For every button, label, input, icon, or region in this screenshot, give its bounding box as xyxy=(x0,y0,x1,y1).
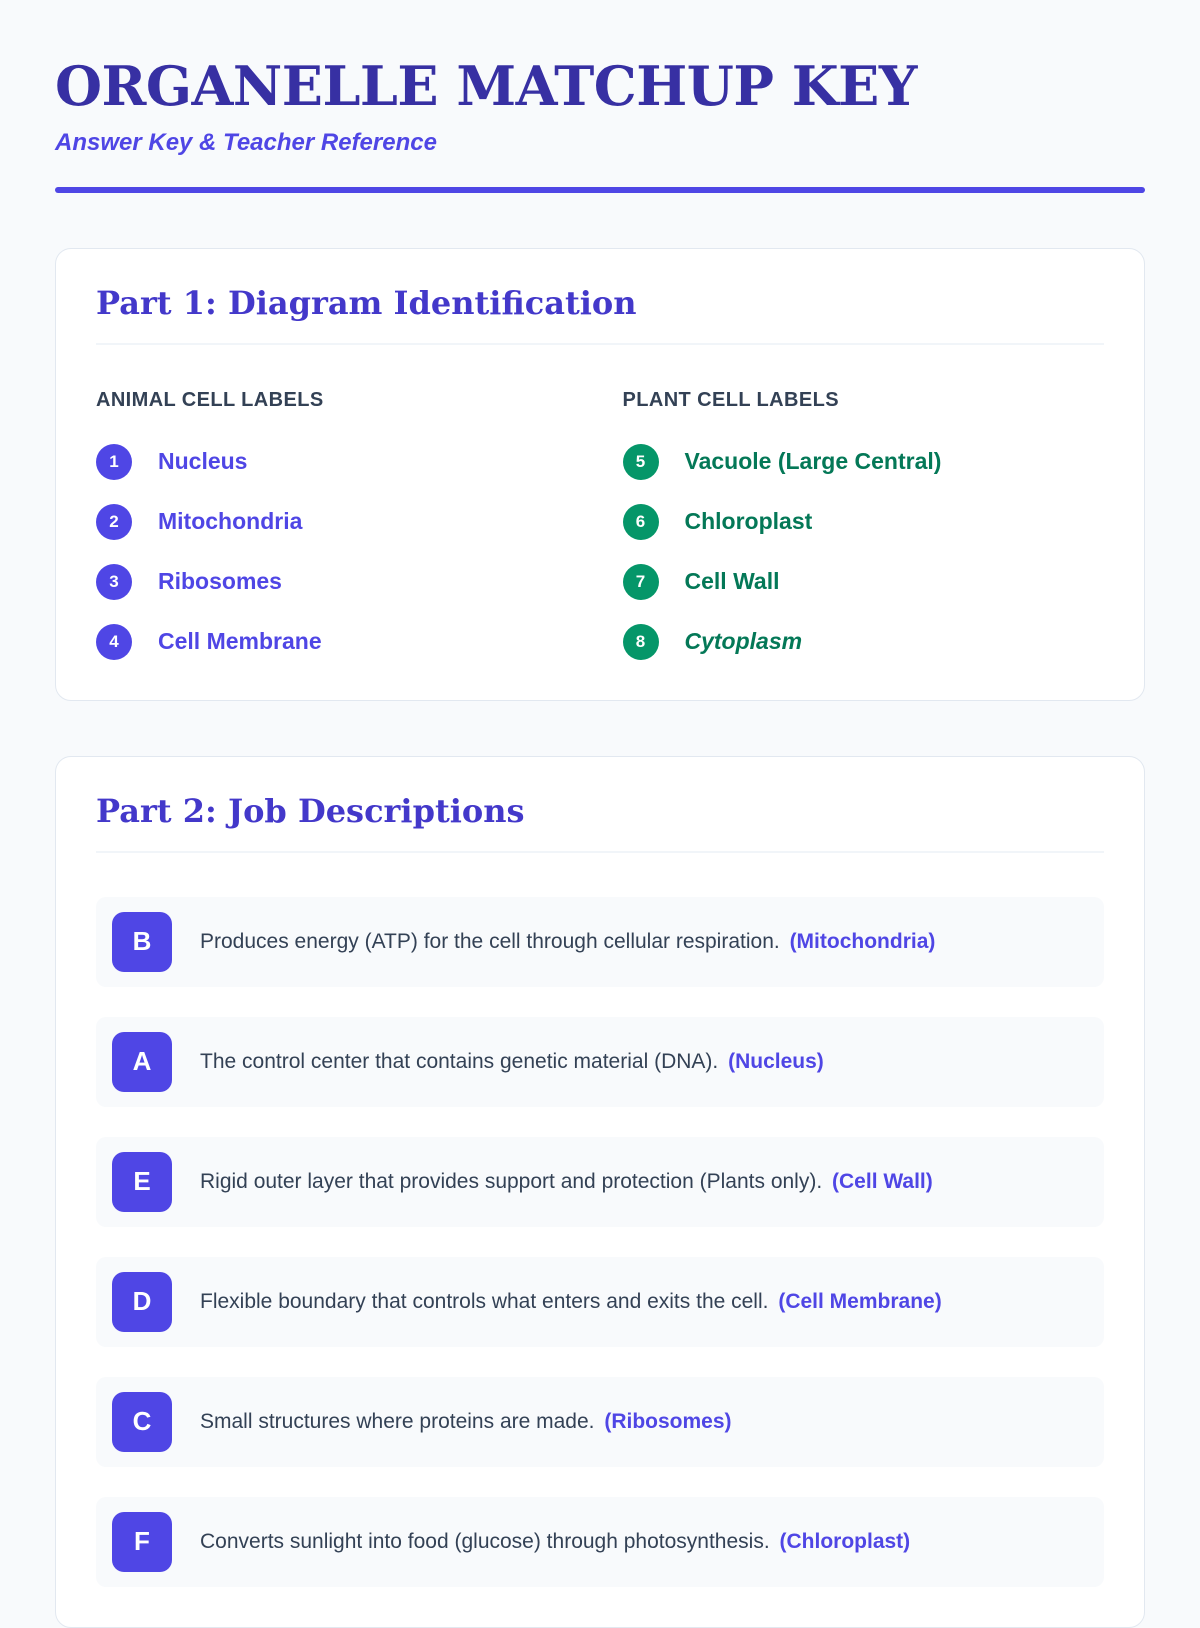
part1-columns: ANIMAL CELL LABELS 1 Nucleus 2 Mitochond… xyxy=(96,389,1104,660)
job-description-text: Converts sunlight into food (glucose) th… xyxy=(200,1527,910,1556)
part1-heading: Part 1: Diagram Identification xyxy=(96,283,637,322)
job-description-text: Small structures where proteins are made… xyxy=(200,1407,732,1436)
organelle-label: Nucleus xyxy=(158,448,248,475)
number-badge: 7 xyxy=(622,563,659,600)
organelle-label: Mitochondria xyxy=(158,508,303,535)
organelle-list-item: 4 Cell Membrane xyxy=(96,623,578,660)
number-badge: 6 xyxy=(622,503,659,540)
column-header: ANIMAL CELL LABELS xyxy=(96,388,324,411)
letter-badge: A xyxy=(112,1031,172,1092)
organelle-list-item: 2 Mitochondria xyxy=(96,503,578,540)
answer-label: (Cell Membrane) xyxy=(778,1289,942,1313)
description-sentence: The control center that contains genetic… xyxy=(200,1049,719,1073)
page-header: ORGANELLE MATCHUP KEY Answer Key & Teach… xyxy=(55,58,1145,193)
organelle-label: Chloroplast xyxy=(684,508,813,535)
organelle-list-item: 1 Nucleus xyxy=(96,443,578,480)
answer-label: (Chloroplast) xyxy=(779,1529,911,1553)
part2-divider xyxy=(96,850,1104,853)
number-badge: 1 xyxy=(96,443,132,480)
description-sentence: Produces energy (ATP) for the cell throu… xyxy=(200,929,780,953)
job-description-row: B Produces energy (ATP) for the cell thr… xyxy=(96,896,1104,987)
job-description-text: Rigid outer layer that provides support … xyxy=(200,1167,933,1196)
page-title: ORGANELLE MATCHUP KEY xyxy=(55,54,917,118)
part2-heading: Part 2: Job Descriptions xyxy=(96,791,525,830)
organelle-list-item: 7 Cell Wall xyxy=(622,563,1105,600)
organelle-label: Vacuole (Large Central) xyxy=(684,448,942,475)
part1-card: Part 1: Diagram Identification ANIMAL CE… xyxy=(55,247,1145,701)
job-description-row: C Small structures where proteins are ma… xyxy=(96,1376,1104,1467)
number-badge: 4 xyxy=(96,623,132,660)
organelle-list-item: 8 Cytoplasm xyxy=(622,623,1105,660)
answer-label: (Cell Wall) xyxy=(832,1169,933,1193)
description-sentence: Rigid outer layer that provides support … xyxy=(200,1169,823,1193)
description-sentence: Converts sunlight into food (glucose) th… xyxy=(200,1529,770,1553)
part2-card: Part 2: Job Descriptions B Produces ener… xyxy=(55,755,1145,1628)
number-badge: 2 xyxy=(96,503,132,540)
organelle-label: Cytoplasm xyxy=(684,628,803,655)
answer-label: (Ribosomes) xyxy=(604,1409,732,1433)
number-badge: 5 xyxy=(622,443,659,480)
column-header: PLANT CELL LABELS xyxy=(622,388,839,411)
job-description-row: F Converts sunlight into food (glucose) … xyxy=(96,1496,1104,1587)
job-description-text: Flexible boundary that controls what ent… xyxy=(200,1287,942,1316)
organelle-list-item: 3 Ribosomes xyxy=(96,563,578,600)
header-rule xyxy=(55,186,1145,193)
job-description-text: Produces energy (ATP) for the cell throu… xyxy=(200,927,935,956)
organelle-label: Ribosomes xyxy=(158,568,282,595)
number-badge: 3 xyxy=(96,563,132,600)
job-description-row: A The control center that contains genet… xyxy=(96,1016,1104,1107)
letter-badge: B xyxy=(112,911,172,972)
letter-badge: F xyxy=(112,1511,172,1572)
organelle-label: Cell Wall xyxy=(684,568,780,595)
answer-label: (Mitochondria) xyxy=(789,929,936,953)
page-subtitle: Answer Key & Teacher Reference xyxy=(55,128,437,156)
letter-badge: E xyxy=(112,1151,172,1212)
part2-rows: B Produces energy (ATP) for the cell thr… xyxy=(96,896,1104,1587)
job-description-text: The control center that contains genetic… xyxy=(200,1047,824,1076)
answer-label: (Nucleus) xyxy=(728,1049,824,1073)
part1-divider xyxy=(96,342,1104,345)
organelle-label: Cell Membrane xyxy=(158,628,322,655)
letter-badge: D xyxy=(112,1271,172,1332)
column-plant-cell-labels: PLANT CELL LABELS 5 Vacuole (Large Centr… xyxy=(622,388,1105,660)
column-animal-cell-labels: ANIMAL CELL LABELS 1 Nucleus 2 Mitochond… xyxy=(96,389,578,660)
job-description-row: D Flexible boundary that controls what e… xyxy=(96,1256,1104,1347)
organelle-list-item: 6 Chloroplast xyxy=(622,503,1105,540)
job-description-row: E Rigid outer layer that provides suppor… xyxy=(96,1136,1104,1227)
organelle-list-item: 5 Vacuole (Large Central) xyxy=(622,443,1105,480)
description-sentence: Flexible boundary that controls what ent… xyxy=(200,1289,769,1313)
description-sentence: Small structures where proteins are made… xyxy=(200,1409,595,1433)
letter-badge: C xyxy=(112,1391,172,1452)
number-badge: 8 xyxy=(622,623,659,660)
